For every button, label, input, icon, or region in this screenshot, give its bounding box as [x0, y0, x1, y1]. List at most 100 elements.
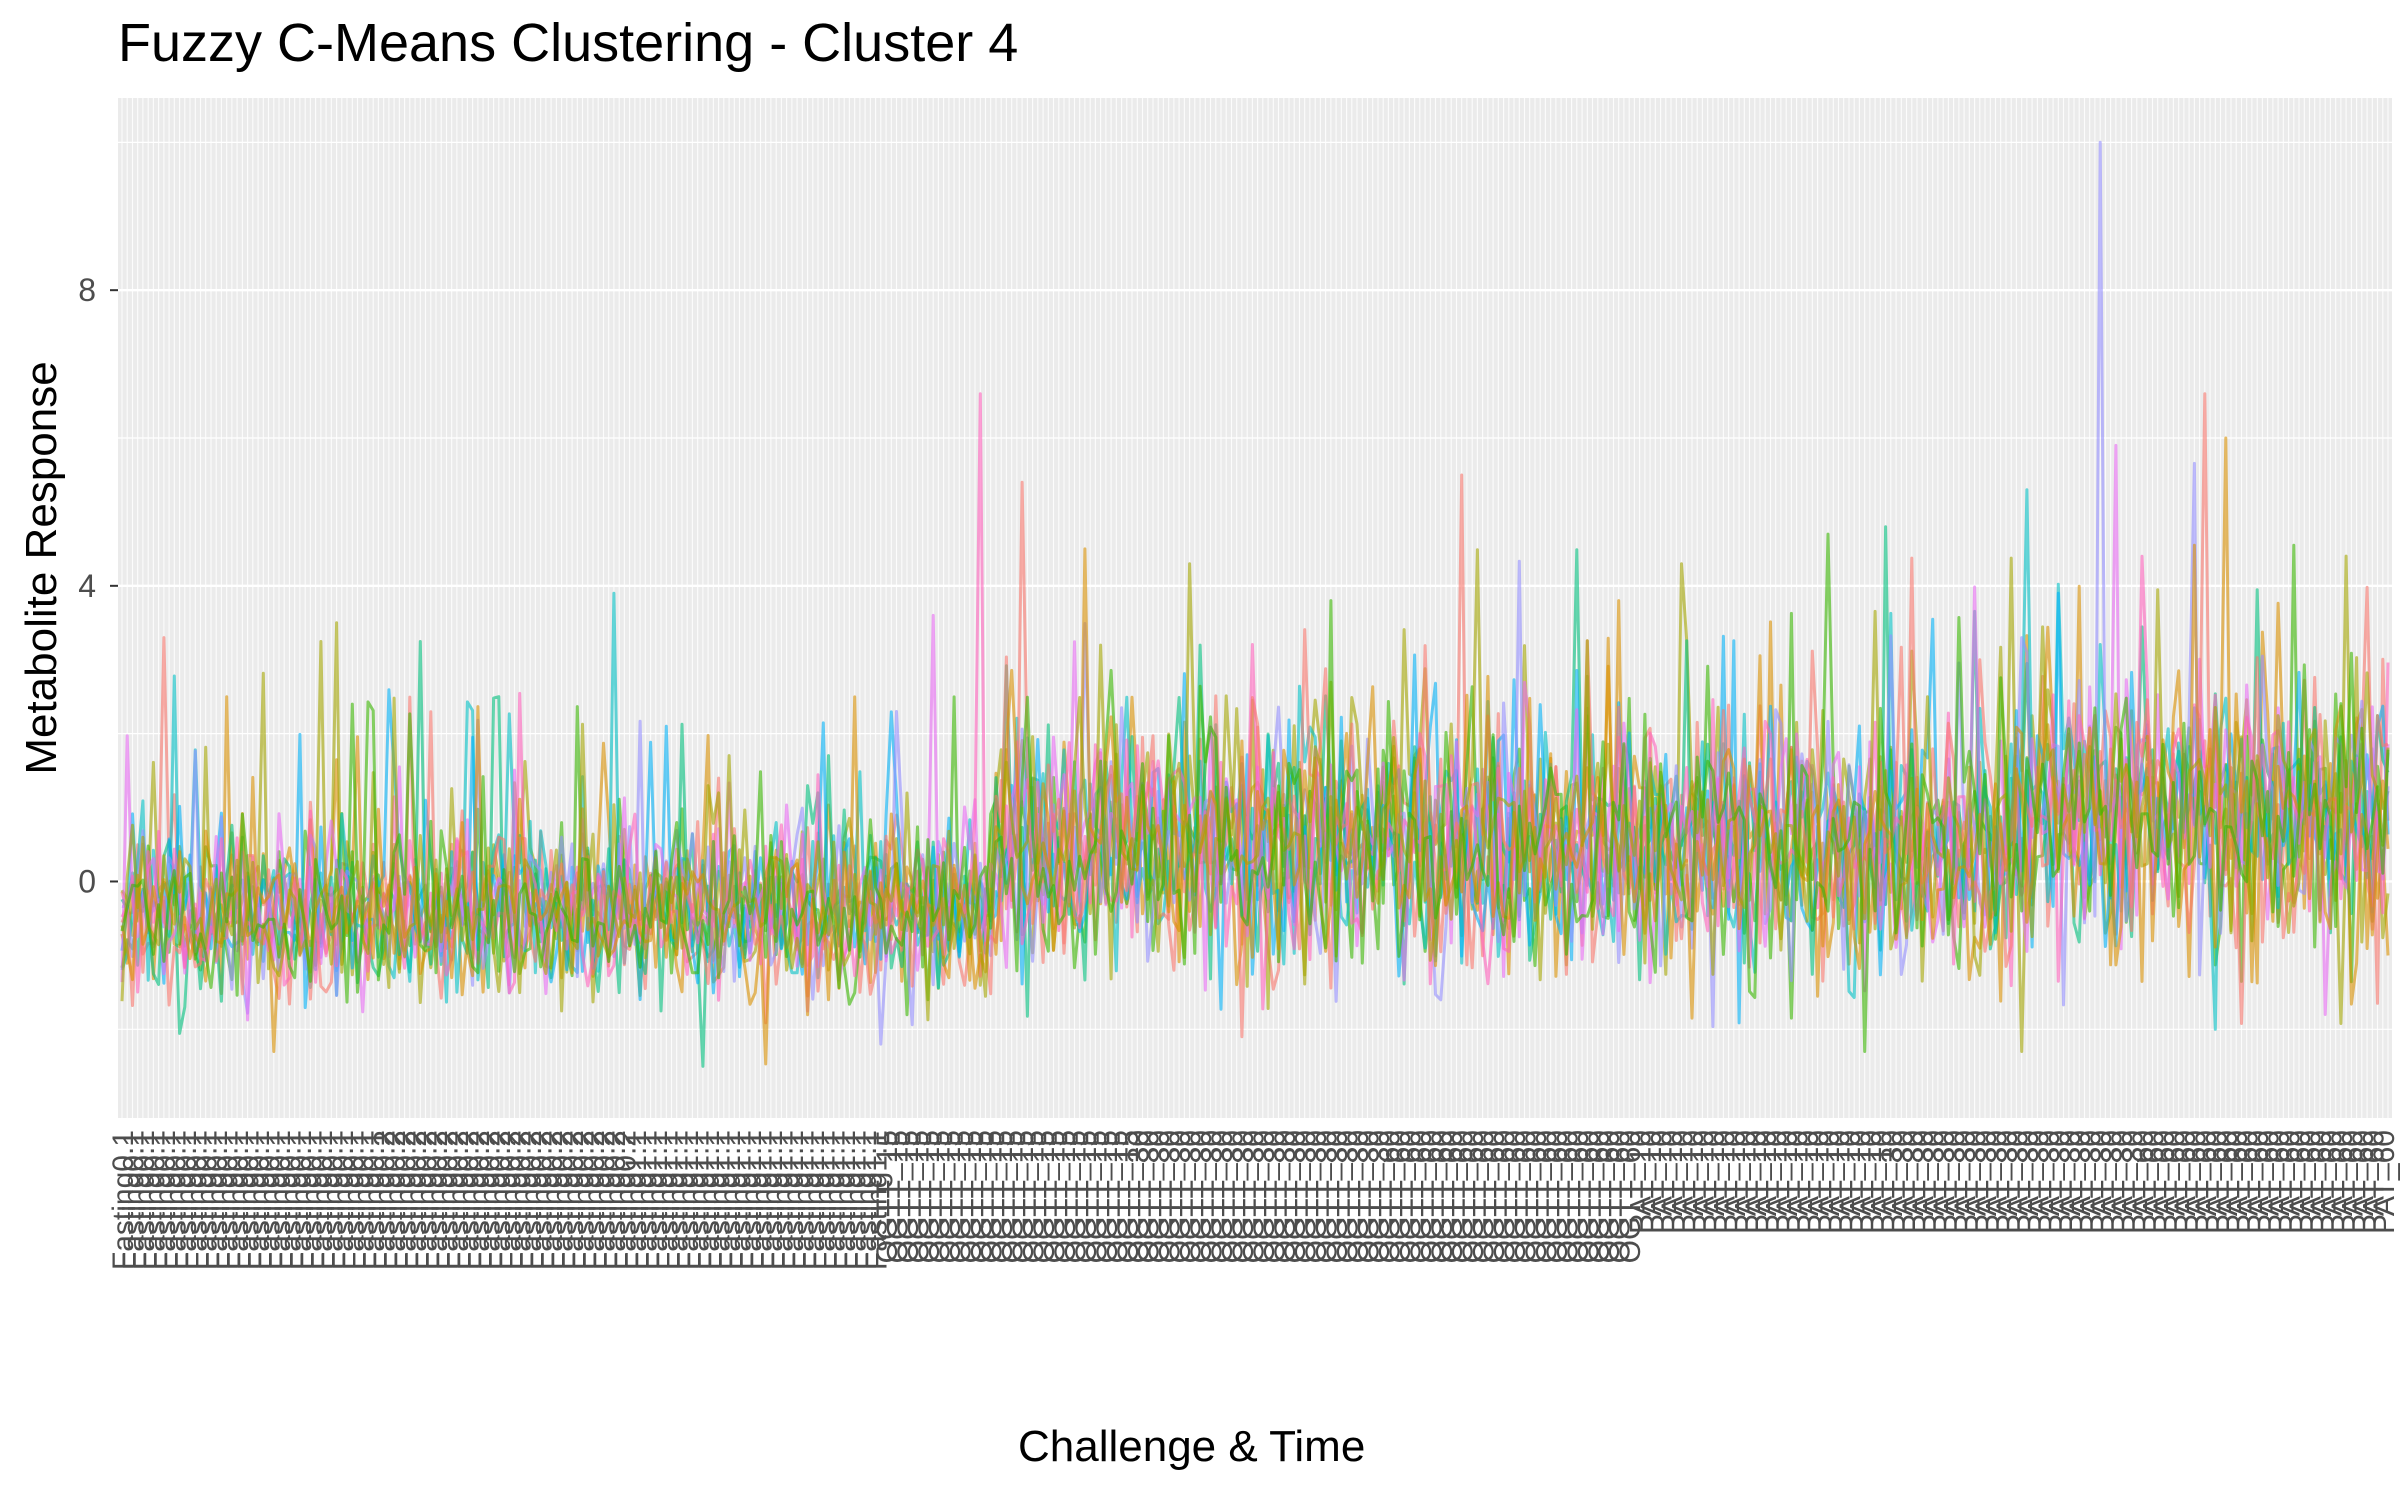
x-tick-label: OGTT_30: [1321, 1130, 1354, 1263]
x-tick-label: Fasting1.1: [808, 1130, 841, 1270]
x-tick-label: PAT_10: [1740, 1130, 1773, 1234]
x-tick-label: OGTT_30: [1311, 1130, 1344, 1263]
x-tick-label: OGTT_30: [1143, 1130, 1176, 1263]
x-tick-label: Fasting1.1: [641, 1130, 674, 1270]
x-tick-label: PAT_10: [1625, 1130, 1658, 1234]
x-tick-label: Fasting0.1: [337, 1130, 370, 1270]
x-tick-label: PAT_30: [1918, 1130, 1951, 1234]
x-tick-label: OGTT_60: [1520, 1130, 1553, 1263]
x-tick-label: OGTT_60: [1373, 1130, 1406, 1263]
x-tick-label: OGTT_60: [1541, 1130, 1574, 1263]
x-tick-label: OGTT_60: [1394, 1130, 1427, 1263]
x-tick-label: PAT_30: [2033, 1130, 2066, 1234]
x-tick-label: PAT_30: [1981, 1130, 2014, 1234]
x-tick-label: Fasting1.1: [651, 1130, 684, 1270]
x-tick-label: OGTT_30: [1196, 1130, 1229, 1263]
x-tick-label: Fasting1.1: [840, 1130, 873, 1270]
x-tick-label: OGTT_60: [1562, 1130, 1595, 1263]
x-tick-label: OGTT_60: [1593, 1130, 1626, 1263]
x-tick-label: PAT_10: [1750, 1130, 1783, 1234]
x-tick-label: PAT_10: [1834, 1130, 1867, 1234]
x-tick-label: PAT_60: [2179, 1130, 2212, 1234]
x-tick-label: PAT_30: [2012, 1130, 2045, 1234]
x-tick-label: OGTT_15: [955, 1130, 988, 1263]
x-tick-label: PAT_10: [1635, 1130, 1668, 1234]
x-tick-label: Fasting0.2: [599, 1130, 632, 1270]
x-tick-label: PAT_10: [1803, 1130, 1836, 1234]
x-tick-label: Fasting0.2: [568, 1130, 601, 1270]
x-tick-label: Fasting1.1: [620, 1130, 653, 1270]
x-tick-label: OGTT_60: [1426, 1130, 1459, 1263]
series-line-14: [120, 599, 2390, 1053]
x-tick-label: Fasting1.1: [861, 1130, 894, 1270]
x-tick-label: PAT_60: [2305, 1130, 2338, 1234]
x-tick-label: OGTT_60: [1510, 1130, 1543, 1263]
x-tick-label: PAT_60: [2232, 1130, 2265, 1234]
x-tick-label: OGTT_60: [1468, 1130, 1501, 1263]
x-tick-label: Fasting0.2: [588, 1130, 621, 1270]
x-tick-label: OGTT_30: [1248, 1130, 1281, 1263]
x-tick-label: OGTT_60: [1436, 1130, 1469, 1263]
x-tick-label: OGTT_30: [1363, 1130, 1396, 1263]
x-tick-label: PAT_60: [2138, 1130, 2171, 1234]
x-tick-label: Fasting0.1: [222, 1130, 255, 1270]
x-tick-label: OGTT_15: [997, 1130, 1030, 1263]
x-tick-label: Fasting0.2: [379, 1130, 412, 1270]
x-tick-label: Fasting0.2: [421, 1130, 454, 1270]
x-tick-label: PAT_10: [1792, 1130, 1825, 1234]
x-tick-label: Fasting0.2: [431, 1130, 464, 1270]
x-tick-label: OGTT_15: [1049, 1130, 1082, 1263]
x-tick-label: OGTT_30: [1122, 1130, 1155, 1263]
x-tick-label: PAT_60: [2158, 1130, 2191, 1234]
x-tick-label: OGTT_60: [1614, 1130, 1647, 1263]
x-tick-label: Fasting0.2: [400, 1130, 433, 1270]
x-tick-label: PAT_10: [1771, 1130, 1804, 1234]
x-tick-label: OGTT_30: [1237, 1130, 1270, 1263]
x-tick-label: PAT_10: [1761, 1130, 1794, 1234]
x-tick-label: PAT_10: [1677, 1130, 1710, 1234]
x-tick-label: OGTT_60: [1604, 1130, 1637, 1263]
x-tick-label: Fasting0.1: [128, 1130, 161, 1270]
x-tick-label: OGTT_15: [913, 1130, 946, 1263]
x-tick-label: OGTT_60: [1572, 1130, 1605, 1263]
x-tick-label: PAT_30: [2043, 1130, 2076, 1234]
x-tick-label: OGTT_30: [1353, 1130, 1386, 1263]
x-tick-label: Fasting0.1: [327, 1130, 360, 1270]
x-tick-label: PAT_60: [2148, 1130, 2181, 1234]
x-tick-label: PAT_30: [1960, 1130, 1993, 1234]
x-tick-label: OGTT_60: [1478, 1130, 1511, 1263]
x-tick-label: Fasting1.1: [714, 1130, 747, 1270]
x-tick-label: Fasting1.1: [693, 1130, 726, 1270]
x-tick-label: PAT_30: [1876, 1130, 1909, 1234]
x-tick-label: PAT_60: [2326, 1130, 2359, 1234]
x-tick-label: Fasting0.1: [306, 1130, 339, 1270]
x-tick-label: Fasting1.1: [850, 1130, 883, 1270]
x-tick-label: Fasting0.2: [390, 1130, 423, 1270]
x-tick-label: Fasting0.1: [274, 1130, 307, 1270]
x-tick-label: Fasting0.1: [180, 1130, 213, 1270]
x-tick-label: OGTT_15: [1028, 1130, 1061, 1263]
x-tick-label: PAT_30: [1886, 1130, 1919, 1234]
x-tick-label: OGTT_15: [965, 1130, 998, 1263]
x-tick-label: OGTT_60: [1457, 1130, 1490, 1263]
x-tick-label: PAT_30: [1928, 1130, 1961, 1234]
x-tick-label: Fasting1.1: [819, 1130, 852, 1270]
x-tick-label: PAT_60: [2368, 1130, 2400, 1234]
x-tick-label: Fasting0.1: [149, 1130, 182, 1270]
x-tick-label: Fasting0.2: [411, 1130, 444, 1270]
x-tick-label: Fasting0.2: [369, 1130, 402, 1270]
x-tick-label: PAT_10: [1656, 1130, 1689, 1234]
x-tick-label: OGTT_30: [1290, 1130, 1323, 1263]
x-tick-label: Fasting0.2: [547, 1130, 580, 1270]
x-tick-label: PAT_10: [1646, 1130, 1679, 1234]
x-tick-label: PAT_30: [1939, 1130, 1972, 1234]
x-tick-label: PAT_30: [2096, 1130, 2129, 1234]
x-tick-label: OGTT_60: [1530, 1130, 1563, 1263]
x-tick-label: OGTT_30: [1164, 1130, 1197, 1263]
y-axis-label: Metabolite Response: [17, 361, 66, 775]
x-tick-label: Fasting0.1: [295, 1130, 328, 1270]
x-tick-label: OGTT_30: [1216, 1130, 1249, 1263]
series-line-10: [120, 392, 2390, 1011]
y-tick-label: 8: [78, 272, 96, 308]
x-tick-label: OGTT_15: [1112, 1130, 1145, 1263]
